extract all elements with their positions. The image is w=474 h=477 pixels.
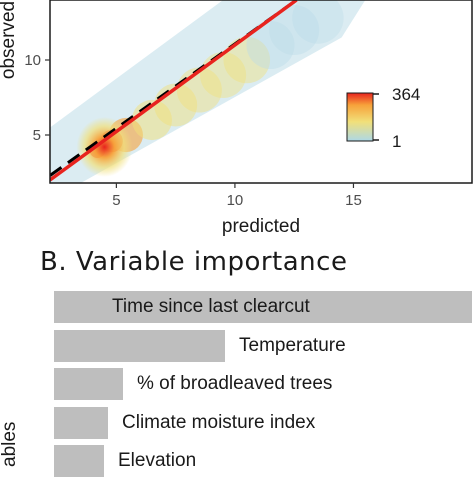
fit-lines bbox=[50, 0, 298, 182]
importance-row: % of broadleaved trees bbox=[54, 368, 472, 400]
importance-y-axis-title: ables bbox=[0, 421, 20, 467]
importance-row: Climate moisture index bbox=[54, 406, 472, 439]
importance-bar-label: Time since last clearcut bbox=[112, 296, 310, 317]
x-tick-label: 10 bbox=[227, 192, 244, 209]
legend-max-label: 364 bbox=[392, 85, 420, 104]
x-tick-label: 5 bbox=[112, 192, 120, 209]
density-legend: 364 1 bbox=[346, 85, 420, 151]
legend-min-label: 1 bbox=[392, 132, 401, 151]
importance-bar bbox=[54, 445, 104, 477]
importance-row: Time since last clearcut bbox=[54, 291, 472, 323]
plot-frame bbox=[49, 0, 473, 184]
density-cell bbox=[246, 20, 295, 70]
density-cloud bbox=[50, 0, 366, 183]
y-tick-label: 10 bbox=[24, 52, 41, 69]
importance-bar bbox=[54, 291, 472, 323]
panel-a-scatter: 5 10 15 5 10 predicted observed 364 1 bbox=[0, 0, 473, 237]
x-axis: 5 10 15 bbox=[112, 183, 362, 209]
y-axis-title: observed bbox=[0, 1, 19, 79]
y-tick-label: 5 bbox=[33, 127, 41, 144]
importance-bar-label: Climate moisture index bbox=[122, 411, 316, 433]
panel-b-title: B. Variable importance bbox=[40, 247, 348, 277]
importance-bar bbox=[54, 406, 108, 439]
importance-row: Elevation bbox=[54, 445, 472, 477]
legend-colorbar bbox=[346, 92, 374, 142]
importance-bar bbox=[54, 329, 225, 362]
importance-row: Temperature bbox=[54, 329, 472, 362]
fit-line bbox=[50, 0, 298, 182]
importance-bar-label: Elevation bbox=[118, 450, 197, 471]
importance-bar bbox=[54, 368, 123, 400]
density-cell bbox=[269, 4, 320, 56]
x-axis-title: predicted bbox=[222, 216, 300, 237]
density-cell bbox=[223, 36, 271, 84]
importance-bar-label: Temperature bbox=[239, 334, 346, 356]
y-axis: 5 10 bbox=[24, 52, 50, 144]
x-tick-label: 15 bbox=[345, 192, 362, 209]
importance-bar-label: % of broadleaved trees bbox=[137, 373, 333, 394]
density-cell bbox=[292, 0, 344, 44]
